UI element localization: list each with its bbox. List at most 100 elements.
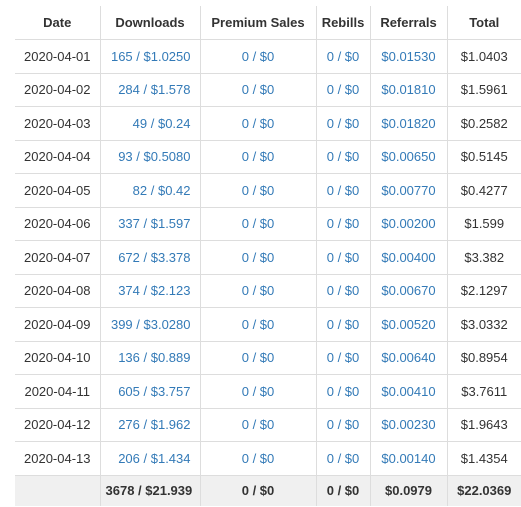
premium-sales-link[interactable]: 0 / $0 bbox=[241, 249, 275, 265]
referrals-link[interactable]: $0.01530 bbox=[381, 48, 436, 64]
cell-date: 2020-04-04 bbox=[15, 139, 100, 174]
downloads-link[interactable]: 276 / $1.962 bbox=[118, 417, 191, 433]
premium-sales-link[interactable]: 0 / $0 bbox=[241, 216, 275, 232]
downloads-link[interactable]: 337 / $1.597 bbox=[118, 216, 191, 232]
referrals-link[interactable]: $0.00200 bbox=[381, 216, 436, 232]
referrals-link[interactable]: $0.00400 bbox=[381, 249, 436, 265]
cell-date: 2020-04-05 bbox=[15, 173, 100, 207]
rebills-link[interactable]: 0 / $0 bbox=[326, 450, 360, 466]
rebills-link[interactable]: 0 / $0 bbox=[326, 316, 360, 332]
downloads-link[interactable]: 49 / $0.24 bbox=[132, 115, 191, 131]
table-footer: 3678 / $21.939 0 / $0 0 / $0 $0.0979 $22… bbox=[15, 474, 521, 506]
earnings-stats-table: Date Downloads Premium Sales Rebills Ref… bbox=[15, 6, 521, 506]
premium-sales-link[interactable]: 0 / $0 bbox=[241, 182, 275, 198]
referrals-link[interactable]: $0.01820 bbox=[381, 115, 436, 131]
referrals-link[interactable]: $0.00770 bbox=[381, 182, 436, 198]
column-header-referrals: Referrals bbox=[369, 6, 447, 40]
premium-sales-link[interactable]: 0 / $0 bbox=[241, 82, 275, 98]
referrals-cell: $0.01820 bbox=[369, 106, 447, 140]
table-row: 2020-04-04 93 / $0.5080 0 / $0 0 / $0 $0.006… bbox=[15, 139, 521, 174]
premium-sales-link[interactable]: 0 / $0 bbox=[241, 115, 275, 131]
referrals-link[interactable]: $0.00410 bbox=[381, 383, 436, 399]
cell-total: $1.9643 bbox=[446, 407, 521, 442]
downloads-cell: 93 / $0.5080 bbox=[99, 139, 200, 174]
downloads-link[interactable]: 374 / $2.123 bbox=[118, 283, 191, 299]
downloads-link[interactable]: 93 / $0.5080 bbox=[118, 149, 191, 165]
rebills-link[interactable]: 0 / $0 bbox=[326, 216, 360, 232]
premium-sales-cell: 0 / $0 bbox=[199, 273, 316, 308]
cell-date: 2020-04-13 bbox=[15, 441, 100, 475]
referrals-link[interactable]: $0.00650 bbox=[381, 149, 436, 165]
rebills-link[interactable]: 0 / $0 bbox=[326, 149, 360, 165]
cell-total: $1.4354 bbox=[446, 441, 521, 475]
rebills-link[interactable]: 0 / $0 bbox=[326, 48, 360, 64]
referrals-cell: $0.00230 bbox=[369, 407, 447, 442]
table-header: Date Downloads Premium Sales Rebills Ref… bbox=[15, 6, 521, 40]
downloads-link[interactable]: 136 / $0.889 bbox=[118, 350, 191, 366]
downloads-cell: 136 / $0.889 bbox=[99, 340, 200, 375]
premium-sales-cell: 0 / $0 bbox=[199, 441, 316, 475]
referrals-link[interactable]: $0.00140 bbox=[381, 450, 436, 466]
table-row: 2020-04-05 82 / $0.42 0 / $0 0 / $0 $0.00770… bbox=[15, 173, 521, 207]
premium-sales-link[interactable]: 0 / $0 bbox=[241, 316, 275, 332]
downloads-link[interactable]: 82 / $0.42 bbox=[132, 182, 191, 198]
premium-sales-link[interactable]: 0 / $0 bbox=[241, 48, 275, 64]
rebills-cell: 0 / $0 bbox=[315, 106, 370, 140]
referrals-cell: $0.01530 bbox=[369, 39, 447, 73]
rebills-link[interactable]: 0 / $0 bbox=[326, 350, 360, 366]
rebills-link[interactable]: 0 / $0 bbox=[326, 417, 360, 433]
referrals-cell: $0.01810 bbox=[369, 72, 447, 107]
referrals-link[interactable]: $0.00670 bbox=[381, 283, 436, 299]
table-row: 2020-04-06 337 / $1.597 0 / $0 0 / $0 $0.002… bbox=[15, 206, 521, 241]
premium-sales-cell: 0 / $0 bbox=[199, 106, 316, 140]
downloads-link[interactable]: 399 / $3.0280 bbox=[110, 316, 191, 332]
referrals-link[interactable]: $0.00520 bbox=[381, 316, 436, 332]
referrals-cell: $0.00400 bbox=[369, 240, 447, 274]
referrals-cell: $0.00670 bbox=[369, 273, 447, 308]
cell-total: $0.4277 bbox=[446, 173, 521, 207]
premium-sales-cell: 0 / $0 bbox=[199, 173, 316, 207]
cell-total: $1.0403 bbox=[446, 39, 521, 73]
downloads-link[interactable]: 605 / $3.757 bbox=[118, 383, 191, 399]
referrals-link[interactable]: $0.00640 bbox=[381, 350, 436, 366]
rebills-cell: 0 / $0 bbox=[315, 273, 370, 308]
cell-date: 2020-04-03 bbox=[15, 106, 100, 140]
downloads-link[interactable]: 672 / $3.378 bbox=[118, 249, 191, 265]
downloads-cell: 672 / $3.378 bbox=[99, 240, 200, 274]
premium-sales-cell: 0 / $0 bbox=[199, 72, 316, 107]
table-body: 2020-04-01 165 / $1.0250 0 / $0 0 / $0 $0.01… bbox=[15, 39, 521, 475]
downloads-link[interactable]: 206 / $1.434 bbox=[118, 450, 191, 466]
table-row: 2020-04-11 605 / $3.757 0 / $0 0 / $0 $0.004… bbox=[15, 374, 521, 408]
table-row: 2020-04-09 399 / $3.0280 0 / $0 0 / $0 $0.00… bbox=[15, 307, 521, 341]
downloads-link[interactable]: 284 / $1.578 bbox=[118, 82, 191, 98]
premium-sales-link[interactable]: 0 / $0 bbox=[241, 350, 275, 366]
rebills-link[interactable]: 0 / $0 bbox=[326, 82, 360, 98]
referrals-link[interactable]: $0.00230 bbox=[381, 417, 436, 433]
referrals-cell: $0.00200 bbox=[369, 206, 447, 241]
referrals-cell: $0.00770 bbox=[369, 173, 447, 207]
downloads-link[interactable]: 165 / $1.0250 bbox=[110, 48, 191, 64]
cell-date: 2020-04-09 bbox=[15, 307, 100, 341]
table-row: 2020-04-01 165 / $1.0250 0 / $0 0 / $0 $0.01… bbox=[15, 39, 521, 73]
rebills-link[interactable]: 0 / $0 bbox=[326, 383, 360, 399]
premium-sales-link[interactable]: 0 / $0 bbox=[241, 283, 275, 299]
premium-sales-cell: 0 / $0 bbox=[199, 206, 316, 241]
rebills-link[interactable]: 0 / $0 bbox=[326, 249, 360, 265]
downloads-cell: 605 / $3.757 bbox=[99, 374, 200, 408]
referrals-link[interactable]: $0.01810 bbox=[381, 82, 436, 98]
cell-total: $0.8954 bbox=[446, 340, 521, 375]
table-row: 2020-04-07 672 / $3.378 0 / $0 0 / $0 $0.004… bbox=[15, 240, 521, 274]
cell-total: $3.7611 bbox=[446, 374, 521, 408]
premium-sales-link[interactable]: 0 / $0 bbox=[241, 383, 275, 399]
rebills-link[interactable]: 0 / $0 bbox=[326, 182, 360, 198]
premium-sales-link[interactable]: 0 / $0 bbox=[241, 417, 275, 433]
rebills-link[interactable]: 0 / $0 bbox=[326, 115, 360, 131]
premium-sales-link[interactable]: 0 / $0 bbox=[241, 450, 275, 466]
rebills-link[interactable]: 0 / $0 bbox=[326, 283, 360, 299]
downloads-cell: 374 / $2.123 bbox=[99, 273, 200, 308]
table-row: 2020-04-08 374 / $2.123 0 / $0 0 / $0 $0.006… bbox=[15, 273, 521, 308]
referrals-cell: $0.00640 bbox=[369, 340, 447, 375]
premium-sales-link[interactable]: 0 / $0 bbox=[241, 149, 275, 165]
cell-date: 2020-04-06 bbox=[15, 206, 100, 241]
cell-date: 2020-04-02 bbox=[15, 72, 100, 107]
